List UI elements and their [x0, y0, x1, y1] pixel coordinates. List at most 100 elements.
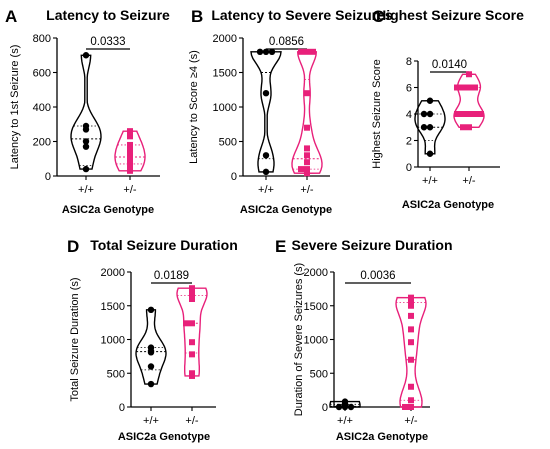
panel-letter: E [275, 237, 286, 256]
data-point [262, 48, 270, 55]
data-point [147, 380, 155, 388]
chart-title: Latency to Seizure [46, 7, 170, 23]
panel-letter: C [372, 7, 384, 26]
p-value: 0.0140 [432, 59, 467, 71]
y-tick-label: 4 [406, 109, 412, 121]
x-axis-label: ASIC2a Genotype [402, 199, 494, 211]
data-point [304, 166, 310, 173]
chart-title: Highest Seizure Score [376, 7, 524, 23]
y-axis-label: Highest Seizure Score [371, 59, 383, 168]
y-tick-label: 0 [231, 171, 237, 183]
p-value: 0.0036 [360, 270, 395, 282]
y-tick-label: 500 [310, 368, 328, 380]
data-point [408, 356, 414, 363]
data-point [127, 141, 133, 148]
data-point [460, 111, 466, 117]
x-axis-label: ASIC2a Genotype [240, 204, 332, 216]
data-point [127, 148, 133, 155]
y-tick-label: 1500 [304, 301, 328, 313]
data-point [189, 320, 195, 327]
data-point [82, 52, 90, 59]
data-point [82, 143, 90, 150]
chart-title: Total Seizure Duration [90, 237, 238, 253]
violin [453, 73, 485, 129]
data-point [127, 155, 133, 162]
panel-letter: B [191, 7, 203, 26]
data-point [478, 111, 484, 117]
y-tick-label: 500 [107, 368, 125, 380]
data-point [426, 124, 434, 131]
chart-panel-e: E Severe Seizure Duration 0 500 1000 1500 2000… [275, 237, 453, 443]
data-point [298, 48, 304, 55]
x-tick-label: +/- [123, 184, 136, 196]
data-point [268, 48, 276, 55]
panel-letter: D [67, 237, 79, 256]
data-point [127, 128, 133, 135]
y-axis-label: Latency to 1st Seizure (s) [9, 45, 21, 170]
data-point [82, 138, 90, 145]
y-tick-label: 400 [33, 102, 51, 114]
data-point [82, 126, 90, 133]
data-point [147, 363, 155, 370]
y-tick-label: 200 [33, 137, 51, 149]
y-axis-label: Total Seizure Duration (s) [69, 277, 81, 401]
data-point [426, 150, 434, 157]
data-point [304, 48, 310, 55]
data-point [262, 152, 270, 159]
data-point [472, 84, 478, 91]
y-tick-label: 600 [33, 68, 51, 80]
p-value: 0.0856 [269, 36, 304, 48]
y-tick-label: 500 [219, 137, 237, 149]
y-tick-label: 1500 [101, 301, 125, 313]
data-point [262, 90, 270, 97]
data-point [127, 152, 133, 159]
p-value: 0.0333 [90, 36, 125, 48]
y-axis-label: Latency to Score ≥4 (s) [188, 50, 200, 164]
y-tick-label: 0 [119, 402, 125, 414]
y-tick-label: 1000 [213, 102, 237, 114]
data-point [298, 166, 304, 173]
data-point [189, 296, 195, 302]
x-tick-label: +/- [404, 415, 417, 427]
data-point [408, 312, 414, 319]
x-tick-label: +/- [300, 184, 313, 196]
x-tick-label: +/+ [258, 184, 274, 196]
data-point [304, 124, 310, 131]
p-value: 0.0189 [154, 270, 189, 282]
x-tick-label: +/+ [422, 175, 438, 187]
data-point [189, 289, 195, 296]
y-axis-label: Duration of Severe Seizures (s) [293, 263, 305, 416]
x-tick-label: +/+ [143, 415, 159, 427]
violin [70, 54, 102, 170]
data-point [402, 404, 408, 410]
data-point [472, 111, 478, 117]
panel-letter: A [5, 7, 17, 26]
data-point [408, 326, 414, 333]
data-point [420, 124, 428, 131]
x-tick-label: +/+ [337, 415, 353, 427]
data-point [408, 339, 414, 346]
y-tick-label: 2 [406, 136, 412, 148]
data-point [189, 351, 195, 358]
data-point [408, 383, 414, 390]
x-tick-label: +/+ [78, 184, 94, 196]
data-point [147, 306, 155, 313]
x-axis-label: ASIC2a Genotype [62, 204, 154, 216]
data-point [127, 162, 133, 169]
data-point [454, 111, 460, 117]
data-point [127, 159, 133, 166]
data-point [127, 145, 133, 152]
chart-panel-a: A Latency to Seizure 0 200 400 600 800 +/+ +/- La… [5, 7, 170, 216]
data-point [304, 145, 310, 152]
data-point [347, 403, 355, 411]
data-point [262, 168, 270, 176]
data-point [420, 110, 428, 118]
data-point [310, 48, 316, 55]
y-tick-label: 800 [33, 33, 51, 45]
data-point [460, 124, 466, 131]
data-point [304, 159, 310, 166]
data-point [408, 404, 414, 410]
data-point [183, 320, 189, 327]
